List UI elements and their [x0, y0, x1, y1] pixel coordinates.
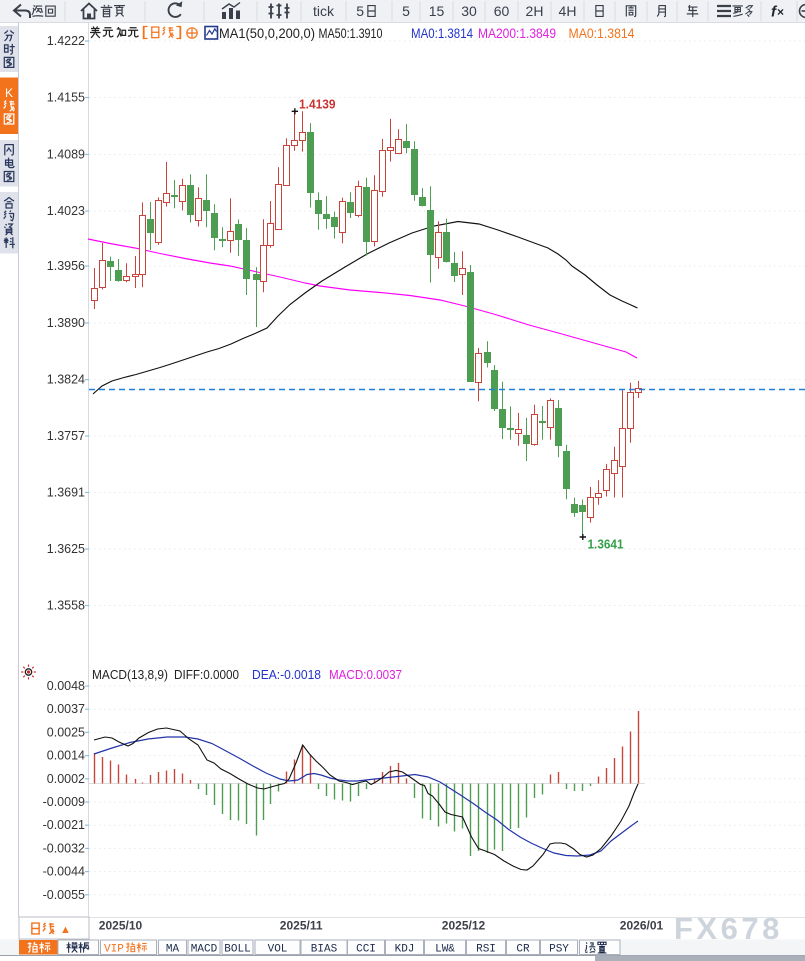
svg-text:1.4222: 1.4222 [47, 34, 85, 48]
svg-text:MA: MA [166, 944, 180, 956]
svg-text:-0.0055: -0.0055 [43, 888, 85, 902]
svg-text:1.3558: 1.3558 [47, 599, 85, 613]
svg-text:60: 60 [494, 3, 510, 19]
svg-text:1.3956: 1.3956 [47, 259, 85, 273]
svg-text:1.3625: 1.3625 [47, 542, 85, 556]
svg-text:CCI: CCI [356, 944, 376, 956]
svg-text:MA200:1.3849: MA200:1.3849 [478, 26, 556, 41]
svg-text:▲: ▲ [60, 924, 71, 936]
svg-text:MA50:1.3910: MA50:1.3910 [319, 26, 383, 41]
svg-text:MA0:1.3814: MA0:1.3814 [569, 26, 635, 41]
svg-text:30: 30 [461, 3, 477, 19]
svg-text:0.0002: 0.0002 [47, 772, 85, 786]
svg-text:1.3641: 1.3641 [588, 537, 624, 552]
svg-text:1.4139: 1.4139 [299, 98, 336, 112]
svg-text:5: 5 [402, 3, 410, 19]
svg-text:2025/11: 2025/11 [280, 919, 323, 933]
svg-text:0.0014: 0.0014 [47, 749, 85, 763]
svg-text:VIP: VIP [104, 944, 124, 956]
svg-text:1.4089: 1.4089 [47, 148, 85, 162]
svg-text:-0.0009: -0.0009 [43, 795, 85, 809]
svg-text:2026/01: 2026/01 [620, 919, 664, 933]
svg-text:VOL: VOL [268, 944, 288, 956]
svg-text:DEA:-0.0018: DEA:-0.0018 [252, 668, 321, 682]
svg-text:2H: 2H [526, 3, 544, 19]
svg-text:5: 5 [356, 3, 364, 19]
svg-text:1.3757: 1.3757 [47, 429, 85, 443]
svg-text:RSI: RSI [476, 944, 496, 956]
svg-text:4H: 4H [559, 3, 577, 19]
svg-text:K: K [5, 86, 13, 100]
svg-text:MA0:1.3814: MA0:1.3814 [411, 26, 473, 41]
svg-text:LW&: LW& [435, 944, 455, 956]
svg-text:0.0048: 0.0048 [47, 679, 85, 693]
svg-text:BIAS: BIAS [311, 944, 338, 956]
svg-text:f: f [771, 4, 778, 21]
svg-text:1.4155: 1.4155 [47, 91, 85, 105]
svg-text:MACD: MACD [191, 944, 218, 956]
svg-text:-0.0021: -0.0021 [43, 818, 85, 832]
svg-text:MACD:0.0037: MACD:0.0037 [329, 668, 402, 682]
svg-text:MA1(50,0,200,0): MA1(50,0,200,0) [219, 26, 315, 41]
svg-text:0.0037: 0.0037 [47, 702, 85, 716]
svg-text:PSY: PSY [549, 944, 569, 956]
svg-text:1.3691: 1.3691 [47, 486, 85, 500]
svg-text:-0.0044: -0.0044 [43, 865, 85, 879]
svg-text:0.0025: 0.0025 [47, 725, 85, 739]
svg-text:1.3890: 1.3890 [47, 316, 85, 330]
svg-text:15: 15 [429, 3, 445, 19]
svg-text:CR: CR [516, 944, 530, 956]
svg-text:DIFF:0.0000: DIFF:0.0000 [174, 668, 239, 682]
svg-text:KDJ: KDJ [395, 944, 415, 956]
svg-text:-0.0032: -0.0032 [43, 841, 85, 855]
svg-text:×: × [777, 5, 784, 19]
svg-text:MACD(13,8,9): MACD(13,8,9) [92, 668, 168, 682]
svg-text:2025/12: 2025/12 [442, 919, 486, 933]
svg-text:1.4023: 1.4023 [47, 204, 85, 218]
svg-text:BOLL: BOLL [224, 944, 250, 956]
svg-text:1.3824: 1.3824 [47, 373, 85, 387]
svg-text:2025/10: 2025/10 [99, 919, 143, 933]
svg-text:tick: tick [313, 3, 335, 19]
